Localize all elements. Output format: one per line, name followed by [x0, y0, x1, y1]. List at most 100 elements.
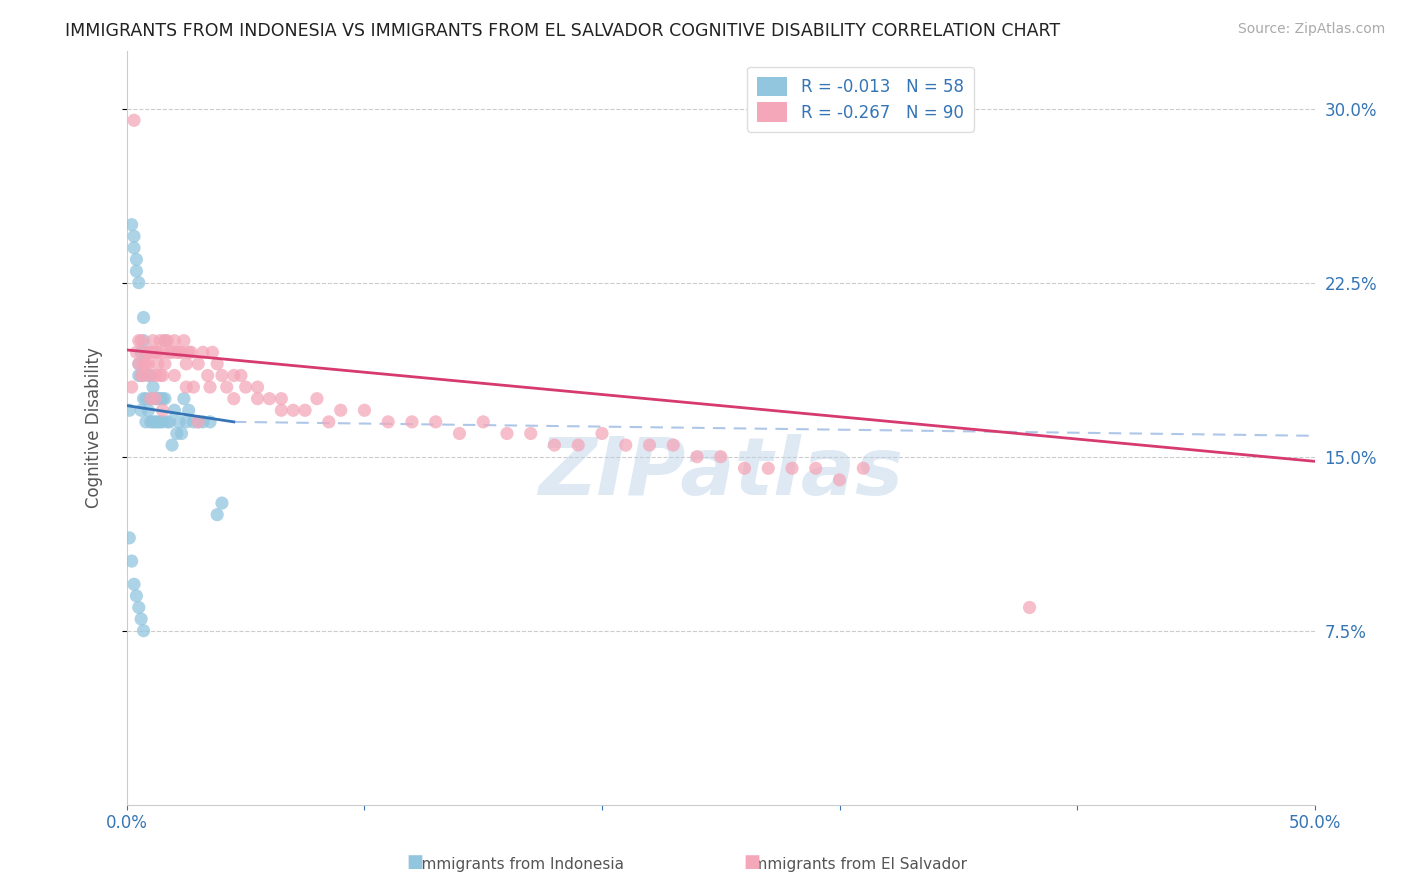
Point [756, 461, 779, 475]
Point [229, 368, 252, 383]
Point [197, 368, 219, 383]
Point [353, 403, 375, 417]
Point [180, 345, 202, 359]
Point [191, 415, 214, 429]
Point [128, 600, 150, 615]
Point [183, 415, 205, 429]
Point [149, 415, 172, 429]
Point [449, 426, 471, 441]
Point [145, 415, 167, 429]
Point [198, 380, 221, 394]
Point [142, 334, 165, 348]
Point [211, 368, 233, 383]
Point [132, 392, 155, 406]
Point [146, 345, 169, 359]
Point [136, 403, 159, 417]
Point [215, 380, 238, 394]
Point [201, 345, 224, 359]
Point [159, 415, 181, 429]
Point [246, 392, 269, 406]
Point [128, 357, 150, 371]
Text: IMMIGRANTS FROM INDONESIA VS IMMIGRANTS FROM EL SALVADOR COGNITIVE DISABILITY CO: IMMIGRANTS FROM INDONESIA VS IMMIGRANTS … [65, 22, 1060, 40]
Point [139, 392, 162, 406]
Point [1018, 600, 1040, 615]
Point [177, 403, 200, 417]
Point [156, 334, 179, 348]
Point [567, 438, 589, 452]
Point [198, 415, 221, 429]
Text: Immigrants from Indonesia: Immigrants from Indonesia [416, 857, 624, 872]
Point [283, 403, 305, 417]
Point [176, 380, 198, 394]
Point [780, 461, 803, 475]
Point [177, 345, 200, 359]
Point [132, 368, 155, 383]
Point [294, 403, 316, 417]
Point [401, 415, 423, 429]
Point [122, 229, 145, 244]
Point [135, 415, 157, 429]
Point [191, 345, 214, 359]
Point [149, 368, 172, 383]
Point [129, 368, 152, 383]
Point [166, 426, 188, 441]
Point [125, 252, 148, 267]
Point [129, 334, 152, 348]
Point [163, 368, 186, 383]
Point [142, 345, 165, 359]
Point [176, 415, 198, 429]
Text: ■: ■ [406, 854, 423, 871]
Point [270, 392, 292, 406]
Point [132, 310, 155, 325]
Point [129, 612, 152, 626]
Point [128, 357, 150, 371]
Point [128, 368, 150, 383]
Point [211, 496, 233, 510]
Point [318, 415, 340, 429]
Point [270, 403, 292, 417]
Point [139, 368, 162, 383]
Point [176, 357, 198, 371]
Point [121, 218, 143, 232]
Point [152, 392, 174, 406]
Text: ■: ■ [744, 854, 761, 871]
Point [167, 345, 190, 359]
Y-axis label: Cognitive Disability: Cognitive Disability [86, 347, 103, 508]
Point [153, 392, 176, 406]
Point [132, 357, 155, 371]
Point [152, 403, 174, 417]
Point [145, 392, 167, 406]
Point [125, 345, 148, 359]
Point [145, 392, 167, 406]
Point [852, 461, 875, 475]
Point [235, 380, 257, 394]
Point [139, 415, 162, 429]
Point [149, 334, 172, 348]
Text: Source: ZipAtlas.com: Source: ZipAtlas.com [1237, 22, 1385, 37]
Point [638, 438, 661, 452]
Point [129, 403, 152, 417]
Point [153, 334, 176, 348]
Point [259, 392, 281, 406]
Point [152, 415, 174, 429]
Point [153, 357, 176, 371]
Point [136, 368, 159, 383]
Point [170, 345, 193, 359]
Point [425, 415, 447, 429]
Point [139, 392, 162, 406]
Point [187, 357, 209, 371]
Point [146, 415, 169, 429]
Point [122, 113, 145, 128]
Point [145, 345, 167, 359]
Point [734, 461, 756, 475]
Point [152, 345, 174, 359]
Point [222, 392, 245, 406]
Point [136, 357, 159, 371]
Point [543, 438, 565, 452]
Point [121, 554, 143, 568]
Point [305, 392, 328, 406]
Point [187, 415, 209, 429]
Point [125, 589, 148, 603]
Legend: R = -0.013   N = 58, R = -0.267   N = 90: R = -0.013 N = 58, R = -0.267 N = 90 [748, 67, 974, 132]
Point [173, 392, 195, 406]
